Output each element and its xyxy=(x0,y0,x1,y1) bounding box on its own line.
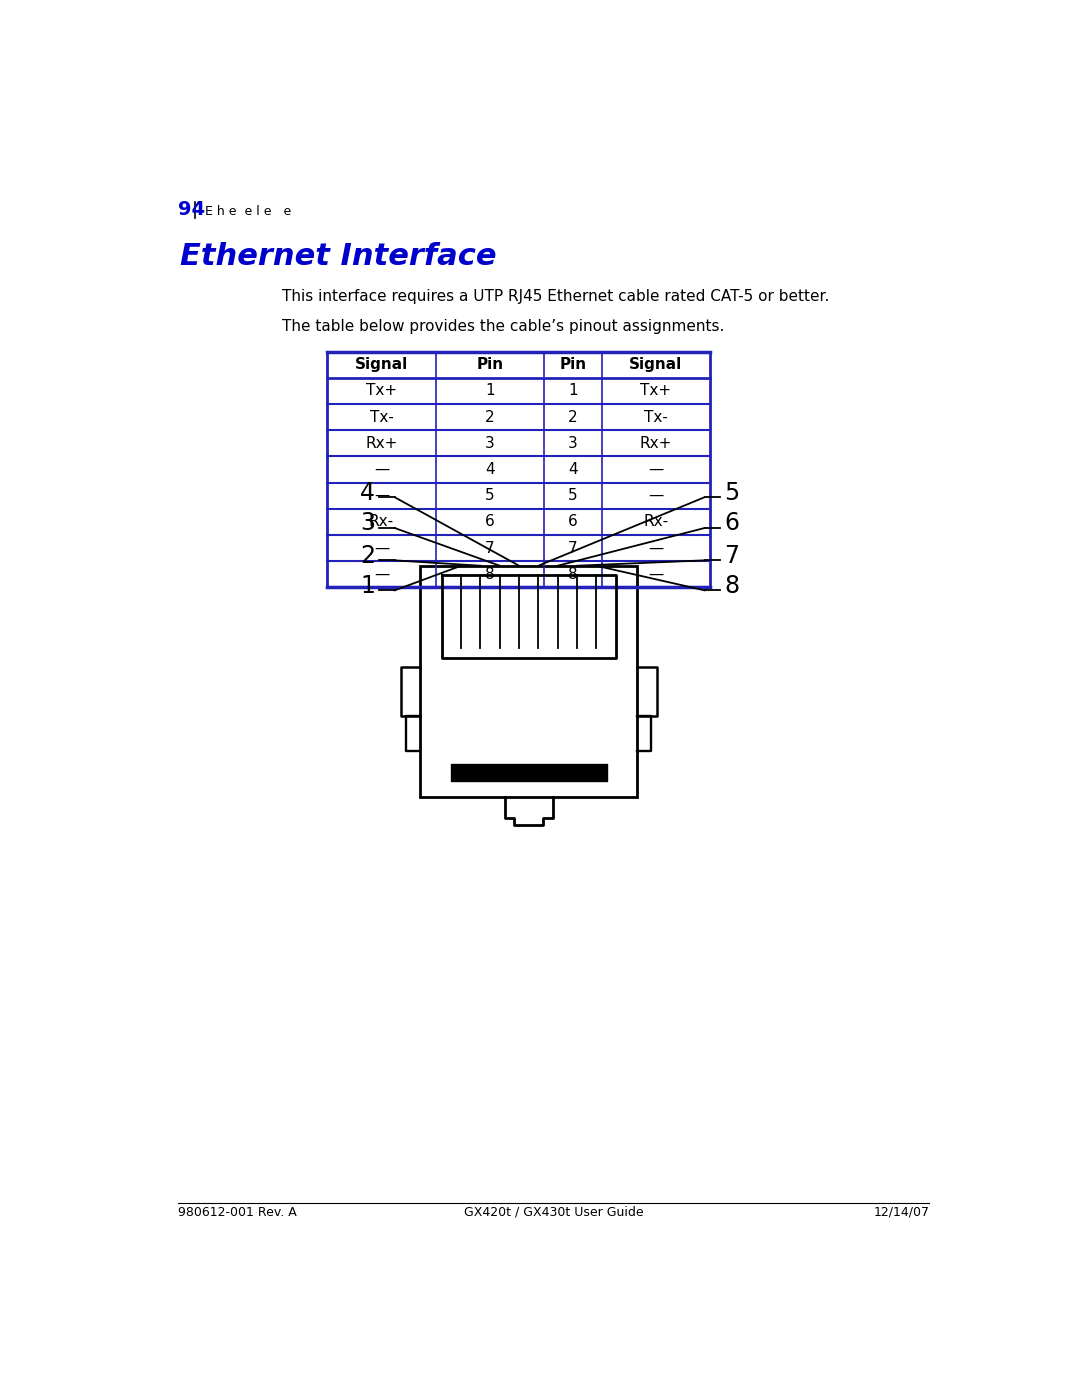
Text: 8: 8 xyxy=(568,567,578,581)
Text: 6: 6 xyxy=(568,514,578,529)
Text: 4: 4 xyxy=(361,481,375,504)
Text: GX420t / GX430t User Guide: GX420t / GX430t User Guide xyxy=(463,1206,644,1218)
Text: Pin: Pin xyxy=(476,358,503,372)
Text: E h e  e l e   e: E h e e l e e xyxy=(205,205,291,218)
Text: Signal: Signal xyxy=(355,358,408,372)
Text: Tx-: Tx- xyxy=(369,409,393,425)
Text: Signal: Signal xyxy=(630,358,683,372)
Text: 1: 1 xyxy=(568,383,578,398)
Text: 4: 4 xyxy=(568,462,578,476)
Text: —: — xyxy=(374,462,389,476)
Text: 5: 5 xyxy=(485,488,495,503)
Text: Tx-: Tx- xyxy=(644,409,667,425)
Text: This interface requires a UTP RJ45 Ethernet cable rated CAT-5 or better.: This interface requires a UTP RJ45 Ether… xyxy=(282,289,829,303)
Text: Tx+: Tx+ xyxy=(366,383,397,398)
Text: The table below provides the cable’s pinout assignments.: The table below provides the cable’s pin… xyxy=(282,320,725,334)
Text: 3: 3 xyxy=(361,511,375,535)
Text: 2: 2 xyxy=(568,409,578,425)
Text: 12/14/07: 12/14/07 xyxy=(874,1206,930,1218)
Text: Tx+: Tx+ xyxy=(640,383,672,398)
Text: —: — xyxy=(374,488,389,503)
Text: 5: 5 xyxy=(568,488,578,503)
Text: 8: 8 xyxy=(724,574,739,598)
Text: 4: 4 xyxy=(485,462,495,476)
Text: Rx+: Rx+ xyxy=(639,436,672,451)
Text: —: — xyxy=(648,462,663,476)
Text: —: — xyxy=(374,567,389,581)
Text: 1: 1 xyxy=(485,383,495,398)
Text: 8: 8 xyxy=(485,567,495,581)
Text: Pin: Pin xyxy=(559,358,586,372)
Text: Rx+: Rx+ xyxy=(365,436,397,451)
Text: Rx-: Rx- xyxy=(644,514,669,529)
Text: Ethernet Interface: Ethernet Interface xyxy=(180,242,497,271)
Text: 2: 2 xyxy=(485,409,495,425)
Text: 2: 2 xyxy=(361,543,375,567)
Text: —: — xyxy=(648,541,663,556)
Text: 5: 5 xyxy=(724,481,739,504)
Text: 6: 6 xyxy=(724,511,739,535)
Text: 7: 7 xyxy=(568,541,578,556)
Text: 1: 1 xyxy=(361,574,375,598)
Text: 3: 3 xyxy=(568,436,578,451)
Text: —: — xyxy=(648,567,663,581)
Text: Rx-: Rx- xyxy=(369,514,394,529)
Text: —: — xyxy=(374,541,389,556)
Text: 7: 7 xyxy=(485,541,495,556)
Text: 7: 7 xyxy=(724,543,739,567)
Text: 6: 6 xyxy=(485,514,495,529)
Text: 3: 3 xyxy=(485,436,495,451)
Text: —: — xyxy=(648,488,663,503)
Text: 94: 94 xyxy=(177,200,205,219)
Text: 980612-001 Rev. A: 980612-001 Rev. A xyxy=(177,1206,296,1218)
